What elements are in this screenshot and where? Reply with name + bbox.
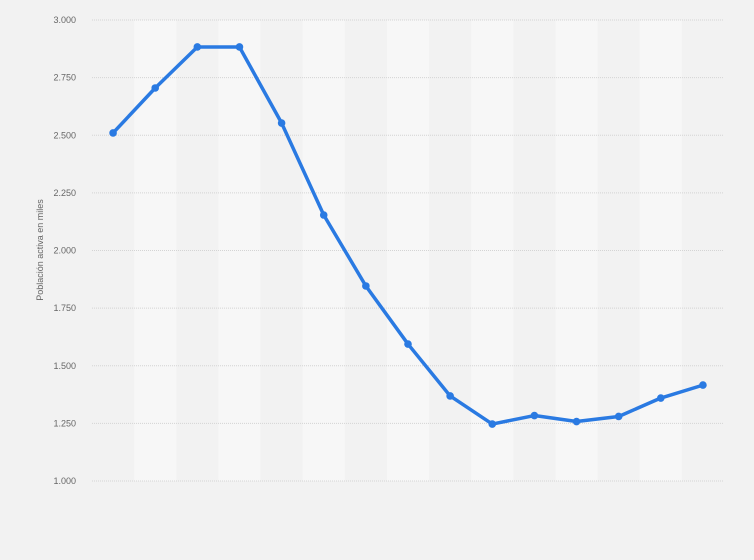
data-point [319,211,328,219]
y-axis-ticks: 1.000 1.250 1.500 1.750 2.000 2.250 2.500 2.750… [53,15,76,486]
column-band [218,20,261,481]
gridlines [92,19,724,482]
y-tick-label: 1.500 [53,361,76,371]
column-band [302,20,345,481]
data-point [151,84,159,92]
data-point [362,282,370,290]
y-tick-label: 3.000 [53,15,76,25]
data-point [446,392,454,400]
y-tick-label: 1.750 [53,303,76,313]
data-point [193,43,202,51]
y-tick-label: 2.750 [53,73,76,83]
data-point [614,412,623,421]
data-point [699,381,707,389]
data-point [109,129,117,137]
y-tick-label: 1.250 [53,418,76,428]
data-point [657,394,665,402]
y-tick-label: 1.000 [53,476,76,486]
column-band [134,20,177,481]
series [109,43,707,428]
data-point [235,43,244,51]
y-tick-label: 2.500 [53,130,76,140]
data-point [488,420,497,428]
data-point [277,119,286,127]
y-axis-label: Población activa en miles [35,199,45,301]
data-point [530,411,539,420]
data-point [572,417,581,426]
y-tick-label: 2.250 [53,188,76,198]
y-tick-label: 2.000 [53,246,76,256]
data-point [404,340,412,348]
